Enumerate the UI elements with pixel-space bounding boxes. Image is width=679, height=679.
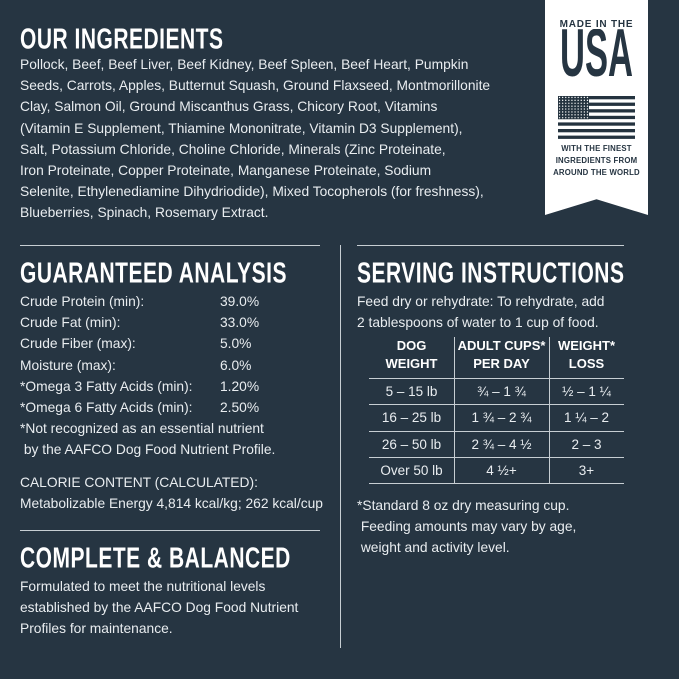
svg-text:USA: USA	[560, 29, 633, 81]
